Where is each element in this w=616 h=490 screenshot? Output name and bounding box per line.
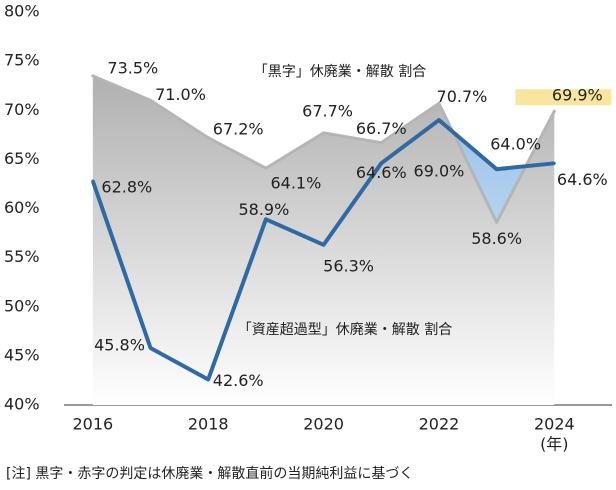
data-label: 45.8% <box>94 336 145 355</box>
data-label: 67.2% <box>213 119 264 138</box>
data-point <box>149 98 153 102</box>
data-label: 73.5% <box>107 58 158 77</box>
x-tick-label: 2018 <box>188 415 229 434</box>
data-label: 70.7% <box>437 87 488 106</box>
data-label: 58.6% <box>471 229 522 248</box>
data-point <box>322 243 326 247</box>
data-point <box>495 220 499 224</box>
data-point <box>495 167 499 171</box>
data-label: 64.0% <box>490 135 541 154</box>
data-point <box>91 74 95 78</box>
data-point <box>206 136 210 140</box>
series-annotation: 「黒字」休廃業・解散 割合 <box>254 63 426 80</box>
data-label: 58.9% <box>238 200 289 219</box>
data-label: 67.7% <box>302 101 353 120</box>
data-point <box>264 217 268 221</box>
x-unit-label: (年) <box>540 435 569 454</box>
data-point <box>552 161 556 165</box>
data-label: 64.6% <box>557 170 608 189</box>
data-point <box>379 161 383 165</box>
y-tick-label: 55% <box>4 247 40 266</box>
data-point <box>149 346 153 350</box>
data-label: 71.0% <box>155 85 206 104</box>
y-tick-label: 45% <box>4 345 40 364</box>
highlight <box>515 89 612 106</box>
data-label: 64.6% <box>356 163 407 182</box>
data-point <box>437 118 441 122</box>
x-tick-label: 2020 <box>303 415 344 434</box>
data-label: 64.1% <box>270 174 321 193</box>
data-point <box>264 166 268 170</box>
data-point <box>552 109 556 113</box>
y-tick-label: 75% <box>4 51 40 70</box>
y-tick-label: 65% <box>4 149 40 168</box>
x-tick-label: 2016 <box>72 415 113 434</box>
data-point <box>379 141 383 145</box>
x-tick-label: 2022 <box>419 415 460 434</box>
gray-area <box>92 75 555 406</box>
data-point <box>91 179 95 183</box>
data-label: 69.0% <box>414 162 465 181</box>
data-point <box>437 101 441 105</box>
footnote: [注] 黒字・赤字の判定は休廃業・解散直前の当期純利益に基づく <box>6 465 413 482</box>
data-point <box>206 377 210 381</box>
y-tick-label: 50% <box>4 296 40 315</box>
y-tick-label: 70% <box>4 100 40 119</box>
data-label: 42.6% <box>213 371 264 390</box>
series-annotation: 「資産超過型」休廃業・解散 割合 <box>238 321 452 338</box>
x-tick-label: 2024 <box>534 415 575 434</box>
y-tick-label: 40% <box>4 395 40 414</box>
data-label: 62.8% <box>101 177 152 196</box>
data-label: 69.9% <box>552 86 603 105</box>
data-label: 66.7% <box>356 119 407 138</box>
y-tick-label: 60% <box>4 198 40 217</box>
data-point <box>322 131 326 135</box>
y-tick-label: 80% <box>4 2 40 21</box>
data-label: 56.3% <box>323 256 374 275</box>
